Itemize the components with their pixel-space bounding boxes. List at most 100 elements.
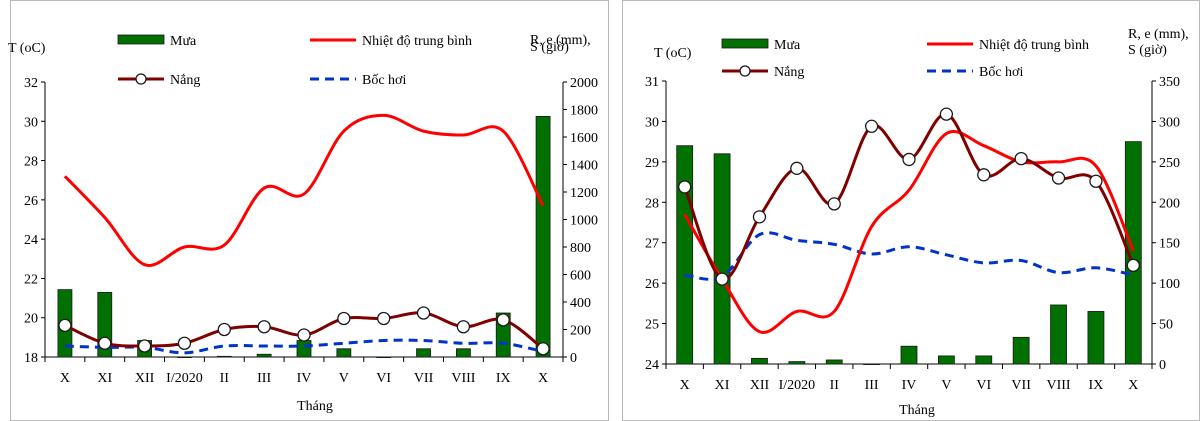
left-legend-boc-hoi-label: Bốc hơi — [362, 73, 406, 88]
right-x-tick-label: X — [680, 378, 690, 393]
right-bar-mua — [825, 359, 843, 365]
right-point-nang — [1126, 258, 1140, 273]
left-bar-mua — [376, 356, 392, 359]
right-point-nang — [864, 119, 879, 133]
right-y-left-tick-label: 27 — [645, 237, 659, 252]
left-y-left-title: T (oC) — [8, 41, 46, 56]
left-y-right-tick-label: 1600 — [570, 131, 598, 146]
right-point-nang — [902, 152, 916, 167]
left-y-right-tick-label: 800 — [570, 241, 591, 256]
right-y-left-tick-label: 25 — [645, 318, 659, 333]
left-point-nang — [217, 322, 231, 337]
left-y-right-tick-label: 0 — [570, 351, 577, 366]
chart-left: 18 20 22 24 26 28 30 32 0 200 400 600 800 1000 1200 140… — [8, 0, 609, 421]
right-bar-mua — [975, 355, 993, 365]
left-x-tick-label: IV — [297, 371, 312, 386]
left-bar-mua — [416, 348, 431, 358]
left-y-right-tick-label: 1200 — [570, 186, 598, 201]
right-legend-nang-label: Nắng — [774, 65, 804, 80]
left-x-tick-label: X — [538, 371, 548, 386]
right-y-right-tick-label: 50 — [1159, 318, 1173, 333]
right-point-nang — [752, 210, 767, 224]
left-bar-mua — [216, 355, 232, 358]
right-x-tick-label: IV — [902, 378, 917, 393]
right-bar-mua — [676, 145, 694, 365]
right-point-nang — [1089, 174, 1103, 188]
right-legend-nang-marker — [739, 65, 751, 77]
left-bar-mua — [336, 348, 352, 358]
left-x-tick-label: XII — [135, 371, 155, 386]
left-y-right-tick-label: 200 — [570, 324, 591, 339]
left-bar-mua — [177, 356, 192, 359]
left-y-right-tick-label: 1800 — [570, 104, 598, 119]
right-bar-mua — [751, 357, 768, 365]
left-y-right-title-line: S (giờ) — [530, 40, 569, 55]
left-y-left-tick-label: 22 — [24, 272, 38, 287]
right-x-tick-label: III — [865, 378, 879, 393]
right-bar-mua — [900, 345, 918, 365]
left-point-nang — [137, 339, 152, 353]
left-legend-nhiet-do-label: Nhiệt độ trung bình — [362, 34, 472, 49]
left-x-tick-label: X — [60, 371, 70, 386]
right-x-title: Tháng — [899, 403, 935, 418]
right-y-left-tick-label: 30 — [645, 115, 659, 130]
left-point-nang — [416, 306, 431, 320]
right-y-right-tick-label: 0 — [1159, 358, 1166, 373]
right-legend-boc-hoi-label: Bốc hơi — [979, 65, 1023, 80]
right-point-nang — [678, 180, 692, 194]
left-x-title: Tháng — [297, 399, 333, 414]
left-point-nang — [58, 318, 72, 333]
left-point-nang — [337, 311, 351, 326]
left-x-tick-label: VI — [376, 371, 391, 386]
right-y-right-tick-label: 350 — [1159, 75, 1180, 90]
right-bar-mua — [937, 355, 955, 365]
right-y-left-title: T (oC) — [654, 46, 692, 61]
right-bar-mua — [788, 361, 806, 365]
right-x-tick-label: XII — [750, 378, 770, 393]
left-y-left-tick-label: 32 — [24, 76, 38, 91]
right-line-boc-hoi — [684, 231, 1134, 281]
left-y-left-tick-label: 20 — [24, 312, 38, 327]
right-y-right-tick-label: 300 — [1159, 115, 1180, 130]
right-point-nang — [715, 272, 729, 286]
right-y-left-tick-label: 29 — [645, 156, 659, 171]
right-y-right-tick-label: 150 — [1159, 237, 1180, 252]
left-x-tick-label: VIII — [451, 371, 475, 386]
left-bar-mua — [296, 340, 312, 358]
left-point-nang — [496, 313, 510, 327]
right-point-nang — [1014, 151, 1028, 166]
left-y-left-tick-label: 30 — [24, 115, 38, 130]
left-point-nang — [177, 336, 192, 350]
right-x-tick-label: XI — [715, 378, 730, 393]
left-x-tick-label: IX — [496, 371, 511, 386]
left-bar-mua — [455, 348, 471, 358]
right-point-nang — [977, 168, 991, 182]
right-legend-mua-label: Mưa — [774, 38, 801, 53]
left-y-right-tick-label: 1400 — [570, 159, 598, 174]
right-y-left-tick-label: 26 — [645, 277, 659, 292]
right-y-right-tick-label: 250 — [1159, 156, 1180, 171]
left-x-tick-label: VII — [414, 371, 434, 386]
left-point-nang — [377, 311, 391, 326]
left-y-left-tick-label: 24 — [24, 233, 38, 248]
right-x-tick-label: VII — [1011, 378, 1031, 393]
right-y-right-title-line: S (giờ) — [1128, 43, 1167, 58]
right-x-tick-label: VIII — [1046, 378, 1070, 393]
left-y-left-tick-label: 28 — [24, 155, 38, 170]
left-y-right-title-line: R, e (mm), — [530, 33, 591, 48]
left-point-nang — [257, 320, 271, 334]
right-x-tick-label: IX — [1089, 378, 1104, 393]
left-legend-mua-label: Mưa — [170, 34, 197, 49]
left-x-tick-label: XI — [97, 371, 112, 386]
right-bar-mua — [1012, 336, 1030, 365]
right-point-nang — [1051, 171, 1066, 185]
right-point-nang — [827, 197, 841, 211]
right-legend-mua-swatch — [721, 38, 769, 49]
right-y-left-tick-label: 28 — [645, 196, 659, 211]
left-x-tick-label: III — [257, 371, 271, 386]
left-x-tick-label: V — [339, 371, 349, 386]
left-line-nhiet-do — [63, 113, 545, 267]
right-bar-mua — [1087, 311, 1105, 365]
right-x-tick-label: VI — [976, 378, 991, 393]
